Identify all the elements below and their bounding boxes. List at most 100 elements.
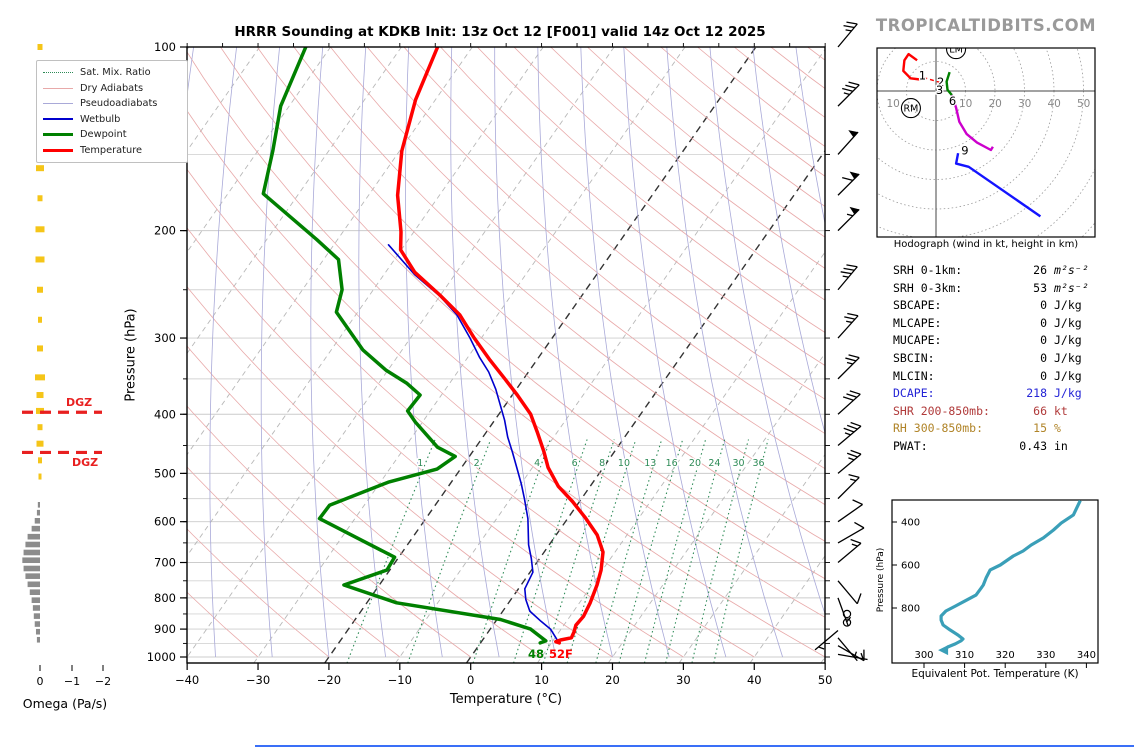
rm-marker: RM [900,98,921,119]
index-unit: kt [1054,403,1068,418]
index-label: MUCAPE: [893,333,942,348]
index-row: DCAPE: 218 J/kg [893,385,1131,403]
index-value: 0 [1040,315,1047,330]
svg-text:20: 20 [689,458,701,469]
index-unit: m²s⁻² [1054,263,1089,277]
index-value: 15 [1033,421,1047,436]
legend-item-label: Dewpoint [80,129,127,141]
hodograph-ring-labels: 10 20 30 40 50 10 [887,98,1091,110]
svg-text:2: 2 [474,458,480,469]
svg-text:300: 300 [154,331,176,345]
svg-text:310: 310 [955,650,974,661]
svg-text:4: 4 [534,458,540,469]
watermark-logo: TROPICALTIDBITS.COM [875,16,1097,35]
index-row: SBCAPE: 0 J/kg [893,297,1131,315]
index-value: 0.43 [1019,438,1047,453]
footer-line [255,745,1134,747]
svg-text:340: 340 [1077,650,1096,661]
index-label: SBCIN: [893,350,935,365]
dgz-label-lower: DGZ [72,456,99,469]
index-label: SRH 0-1km: [893,263,963,277]
index-unit: J/kg [1054,298,1082,313]
wetbulb-curve [387,244,559,644]
hodograph-caption: Hodograph (wind in kt, height in km) [893,239,1079,250]
svg-text:−2: −2 [95,675,111,688]
svg-text:1: 1 [417,458,423,469]
index-value: 0 [1040,350,1047,365]
legend-item-label: Dry Adiabats [80,82,144,94]
svg-text:2: 2 [937,75,944,89]
legend-item: Sat. Mix. Ratio [43,65,181,81]
index-value: 0 [1040,333,1047,348]
index-unit: in [1054,438,1068,453]
svg-text:24: 24 [708,458,720,469]
legend-line-sample [43,103,73,105]
dgz-label-upper: DGZ [66,396,93,409]
svg-text:600: 600 [154,515,176,529]
temperature-curve [395,47,605,645]
svg-text:RM: RM [904,104,919,115]
svg-text:6: 6 [572,458,578,469]
index-label: MLCIN: [893,368,935,383]
index-label: SHR 200-850mb: [893,403,990,418]
svg-text:50: 50 [1077,98,1090,110]
dewpoint-curve [261,47,548,645]
thetae-pressure-label: Pressure (hPa) [876,547,886,613]
legend-item: Dewpoint [43,127,181,143]
svg-text:0: 0 [467,673,474,687]
svg-text:20: 20 [605,673,620,687]
svg-text:10: 10 [618,458,630,469]
legend-line-sample [43,148,73,152]
page-title: HRRR Sounding at KDKB Init: 13z Oct 12 [… [234,24,766,40]
thetae-axis-label: Equivalent Pot. Temperature (K) [911,668,1079,680]
legend-item-label: Wetbulb [80,113,121,125]
index-row: SHR 200-850mb: 66 kt [893,403,1131,421]
index-unit: m²s⁻² [1054,280,1089,295]
index-unit: J/kg [1054,333,1082,348]
svg-text:13: 13 [644,458,656,469]
index-value: 0 [1040,368,1047,383]
svg-text:1000: 1000 [147,650,176,664]
svg-text:9: 9 [961,144,968,158]
index-row: MLCIN: 0 J/kg [893,368,1131,386]
svg-text:1: 1 [919,69,926,83]
svg-text:40: 40 [747,673,762,687]
index-value: 66 [1033,403,1047,418]
index-row: RH 300-850mb: 15% [893,420,1131,438]
hodograph-frame [876,47,1096,238]
svg-text:400: 400 [901,518,920,529]
svg-text:900: 900 [154,622,176,636]
svg-text:−20: −20 [317,673,341,687]
legend-box: Sat. Mix. Ratio Dry Adiabats Pseudoadiabat… [36,60,188,163]
index-row: MUCAPE: 0 J/kg [893,332,1131,350]
index-row: PWAT: 0.43 in [893,438,1131,456]
pressure-axis-label: Pressure (hPa) [123,308,139,402]
omega-panel: 0 −1 −2 [22,44,111,688]
index-unit: % [1054,421,1061,436]
temperature-axis-label: Temperature (°C) [449,692,563,707]
svg-text:800: 800 [154,591,176,605]
legend-line-sample [43,87,73,89]
legend-item: Dry Adiabats [43,81,181,97]
svg-text:8: 8 [599,458,605,469]
index-label: SBCAPE: [893,298,942,313]
index-value: 0 [1040,298,1047,313]
index-unit: J/kg [1054,350,1082,365]
index-row: MLCAPE: 0 J/kg [893,315,1131,333]
svg-text:30: 30 [1018,98,1031,110]
omega-axis-label: Omega (Pa/s) [22,696,108,711]
index-row: SRH 0-1km: 26 m²s⁻² [893,262,1131,280]
index-unit: J/kg [1054,315,1082,330]
thetae-curve [938,500,1082,656]
legend-item: Temperature [43,143,181,159]
indices-panel: SRH 0-1km: 26 m²s⁻² SRH 0-3km: 53 m²s⁻² SBCAPE… [893,262,1131,456]
svg-text:10: 10 [887,98,900,110]
index-label: RH 300-850mb: [893,421,984,436]
legend-item: Pseudoadiabats [43,96,181,112]
svg-text:10: 10 [959,98,972,110]
index-label: PWAT: [893,438,928,453]
svg-text:30: 30 [676,673,691,687]
legend-line-sample [43,72,73,74]
